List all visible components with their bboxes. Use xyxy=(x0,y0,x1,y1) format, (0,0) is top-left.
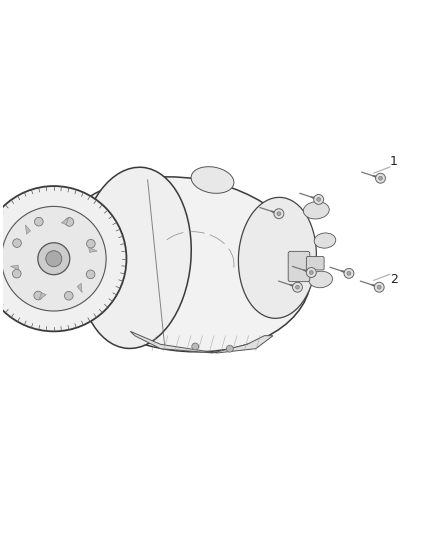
Ellipse shape xyxy=(53,177,311,352)
Circle shape xyxy=(378,176,382,180)
Circle shape xyxy=(87,239,95,248)
Circle shape xyxy=(306,268,316,278)
Circle shape xyxy=(375,173,385,183)
Circle shape xyxy=(377,285,381,289)
Polygon shape xyxy=(131,332,273,353)
Circle shape xyxy=(309,271,313,274)
Circle shape xyxy=(314,195,324,204)
Circle shape xyxy=(347,271,351,275)
Circle shape xyxy=(0,186,127,332)
Polygon shape xyxy=(88,247,97,253)
Polygon shape xyxy=(77,283,82,293)
Circle shape xyxy=(226,345,233,352)
FancyBboxPatch shape xyxy=(306,256,324,270)
Polygon shape xyxy=(25,225,31,234)
Circle shape xyxy=(317,198,321,201)
Circle shape xyxy=(64,292,73,300)
Circle shape xyxy=(293,282,302,292)
Circle shape xyxy=(1,206,106,311)
Polygon shape xyxy=(39,293,46,300)
Circle shape xyxy=(86,270,95,279)
Polygon shape xyxy=(11,265,19,270)
Circle shape xyxy=(277,212,281,215)
Circle shape xyxy=(38,243,70,274)
Circle shape xyxy=(12,269,21,278)
Circle shape xyxy=(274,209,284,219)
FancyBboxPatch shape xyxy=(288,252,310,281)
Circle shape xyxy=(13,239,21,247)
Polygon shape xyxy=(61,217,69,224)
Circle shape xyxy=(192,343,199,350)
Text: 1: 1 xyxy=(390,155,398,168)
Circle shape xyxy=(46,251,62,266)
Ellipse shape xyxy=(78,167,191,349)
Circle shape xyxy=(296,285,299,289)
Circle shape xyxy=(344,269,354,278)
Ellipse shape xyxy=(191,167,234,193)
Text: 2: 2 xyxy=(390,273,398,286)
Circle shape xyxy=(65,217,74,227)
Ellipse shape xyxy=(309,271,332,288)
Ellipse shape xyxy=(314,233,336,248)
Circle shape xyxy=(34,291,42,300)
Ellipse shape xyxy=(304,201,329,219)
Ellipse shape xyxy=(238,197,316,318)
Circle shape xyxy=(374,282,384,292)
Circle shape xyxy=(35,217,43,226)
